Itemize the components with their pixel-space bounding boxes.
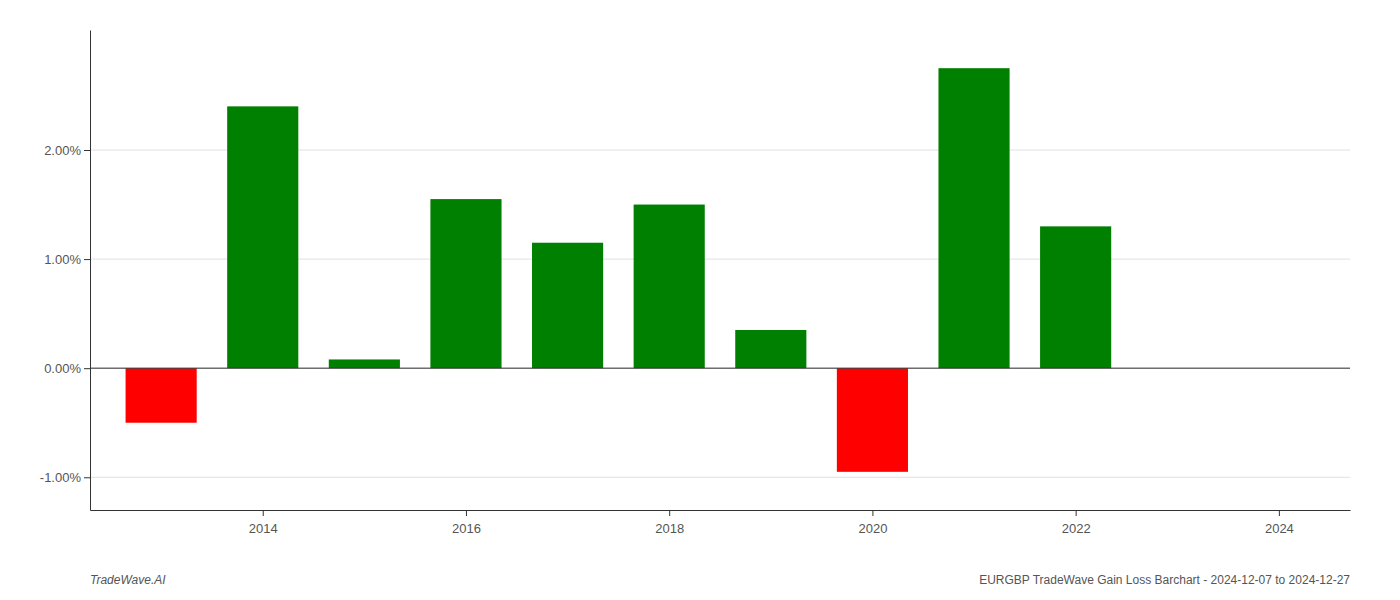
- tick-label: 2.00%: [44, 143, 81, 158]
- tick-label: 2024: [1265, 521, 1294, 536]
- tick-mark: [84, 477, 90, 478]
- tick: 2020: [858, 510, 887, 536]
- tick-label: 1.00%: [44, 252, 81, 267]
- bar: [938, 68, 1009, 368]
- tick: 2014: [249, 510, 278, 536]
- tick-label: 2020: [858, 521, 887, 536]
- footer-text: TradeWave.AI: [90, 573, 166, 587]
- tick-mark: [872, 510, 873, 516]
- tick-mark: [84, 259, 90, 260]
- tick: 2.00%: [44, 143, 90, 158]
- tick: 2024: [1265, 510, 1294, 536]
- bar: [126, 368, 197, 423]
- tick-label: -1.00%: [40, 470, 82, 485]
- y-axis: -1.00% 0.00% 1.00% 2.00%: [40, 31, 91, 511]
- tick-label: 2018: [655, 521, 684, 536]
- bar: [329, 359, 400, 368]
- tick: 2018: [655, 510, 684, 536]
- bar: [634, 205, 705, 369]
- axis-line: [90, 31, 91, 511]
- tick: -1.00%: [40, 470, 90, 485]
- tick-mark: [84, 368, 90, 369]
- bar: [837, 368, 908, 472]
- tick-mark: [669, 510, 670, 516]
- tick-label: 0.00%: [44, 361, 81, 376]
- tick: 1.00%: [44, 252, 90, 267]
- tick-mark: [1076, 510, 1077, 516]
- tick: 0.00%: [44, 361, 90, 376]
- tick-mark: [466, 510, 467, 516]
- chart: -1.00% 0.00% 1.00% 2.00% 2014 2016 2018 2020 202…: [0, 0, 1400, 600]
- bar: [735, 330, 806, 368]
- tick-mark: [84, 150, 90, 151]
- bar: [1040, 226, 1111, 368]
- bar: [532, 243, 603, 368]
- tick-label: 2022: [1062, 521, 1091, 536]
- tick-label: 2014: [249, 521, 278, 536]
- x-axis: 2014 2016 2018 2020 2022 2024: [91, 510, 1351, 536]
- grid-line: [90, 477, 1350, 478]
- tick: 2016: [452, 510, 481, 536]
- tick-mark: [1279, 510, 1280, 516]
- tick: 2022: [1062, 510, 1091, 536]
- bar: [430, 199, 501, 368]
- footer-text: EURGBP TradeWave Gain Loss Barchart - 20…: [979, 573, 1350, 587]
- tick-mark: [263, 510, 264, 516]
- grid-line: [90, 368, 1350, 369]
- axis-line: [91, 510, 1351, 511]
- tick-label: 2016: [452, 521, 481, 536]
- zero-line: [90, 368, 1350, 369]
- bar: [227, 106, 298, 368]
- bars: [126, 68, 1112, 472]
